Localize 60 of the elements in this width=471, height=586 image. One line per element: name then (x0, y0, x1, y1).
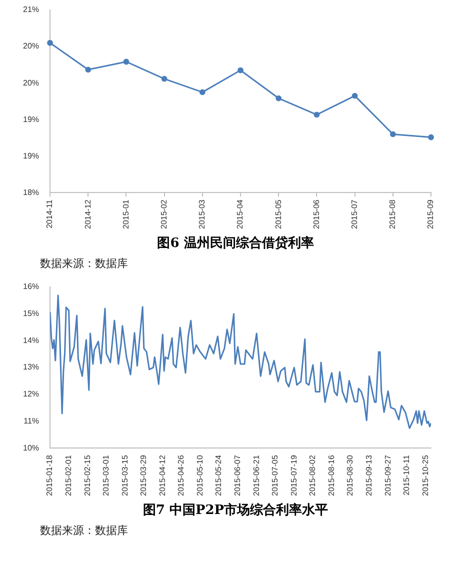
x-tick-label: 2015-02 (160, 199, 169, 229)
point (428, 134, 434, 140)
point (123, 58, 130, 65)
x-tick-label: 2015-07 (350, 199, 360, 229)
y-tick-label: 13% (22, 362, 40, 372)
y-tick-label: 19% (22, 114, 40, 124)
x-tick-label: 2015-05 (274, 199, 283, 229)
x-tick-label: 2015-09-27 (383, 454, 392, 496)
x-tick-label: 2015-08-02 (308, 454, 318, 496)
x-tick-label: 2015-08-16 (326, 454, 336, 496)
x-tick-label: 2015-05-24 (214, 454, 224, 496)
text: 图6 温州民间综合借贷利率 (156, 234, 315, 252)
x-tick-label: 2015-08 (388, 199, 398, 229)
point (238, 67, 244, 74)
x-tick-label: 2015-03-01 (102, 454, 111, 496)
x-tick-label: 2015-08-30 (346, 454, 355, 496)
x-tick-label: 2015-09-13 (364, 454, 374, 496)
x-tick-label: 2014-11 (45, 199, 54, 228)
y-tick-label: 21% (22, 5, 40, 14)
x-tick-label: 2015-04-12 (158, 454, 167, 496)
y-tick-label: 18% (22, 188, 40, 197)
x-tick-label: 2015-06-21 (252, 454, 261, 496)
x-tick-label: 2015-06 (312, 199, 321, 229)
y-tick-label: 16% (22, 282, 40, 292)
point (276, 95, 282, 102)
x-tick-label: 2015-07-19 (289, 454, 298, 496)
y-tick-label: 20% (22, 78, 40, 88)
x-tick-label: 2015-04-26 (176, 454, 186, 496)
x-tick-label: 2015-02-15 (82, 454, 92, 496)
x-tick-label: 2015-05-10 (195, 454, 204, 496)
y-tick-label: 20% (22, 42, 40, 51)
y-tick-label: 10% (22, 443, 40, 452)
x-tick-label: 2015-10-25 (420, 454, 430, 496)
point (314, 112, 320, 118)
text: 图7 中国P2P市场综合利率水平 (142, 502, 330, 519)
x-tick-label: 2015-03-15 (120, 454, 130, 496)
point (85, 66, 92, 73)
x-tick-label: 2015-07-05 (270, 454, 280, 496)
x-tick-label: 2015-03-29 (139, 454, 148, 496)
source-note: 数据来源：数据库 (40, 523, 129, 538)
x-tick-label: 2015-03 (198, 199, 207, 229)
x-tick-label: 2015-04 (236, 199, 245, 229)
point (352, 92, 358, 99)
x-tick-label: 2014-12 (83, 199, 92, 229)
y-tick-label: 19% (22, 151, 40, 160)
x-tick-label: 2015-09 (426, 199, 436, 229)
source-note: 数据来源：数据库 (40, 256, 129, 271)
y-tick-label: 12% (22, 390, 40, 399)
point (47, 40, 53, 46)
x-tick-label: 2015-01 (121, 199, 130, 229)
y-tick-label: 14% (22, 336, 40, 345)
x-tick-label: 2015-06-07 (233, 454, 242, 496)
x-tick-label: 2015-01-18 (45, 454, 54, 496)
x-tick-label: 2015-10-11 (402, 454, 412, 496)
y-tick-label: 15% (22, 309, 40, 318)
point (161, 76, 168, 82)
y-tick-label: 11% (24, 416, 40, 426)
point (199, 89, 206, 96)
point (390, 131, 396, 138)
x-tick-label: 2015-02-01 (64, 454, 73, 496)
